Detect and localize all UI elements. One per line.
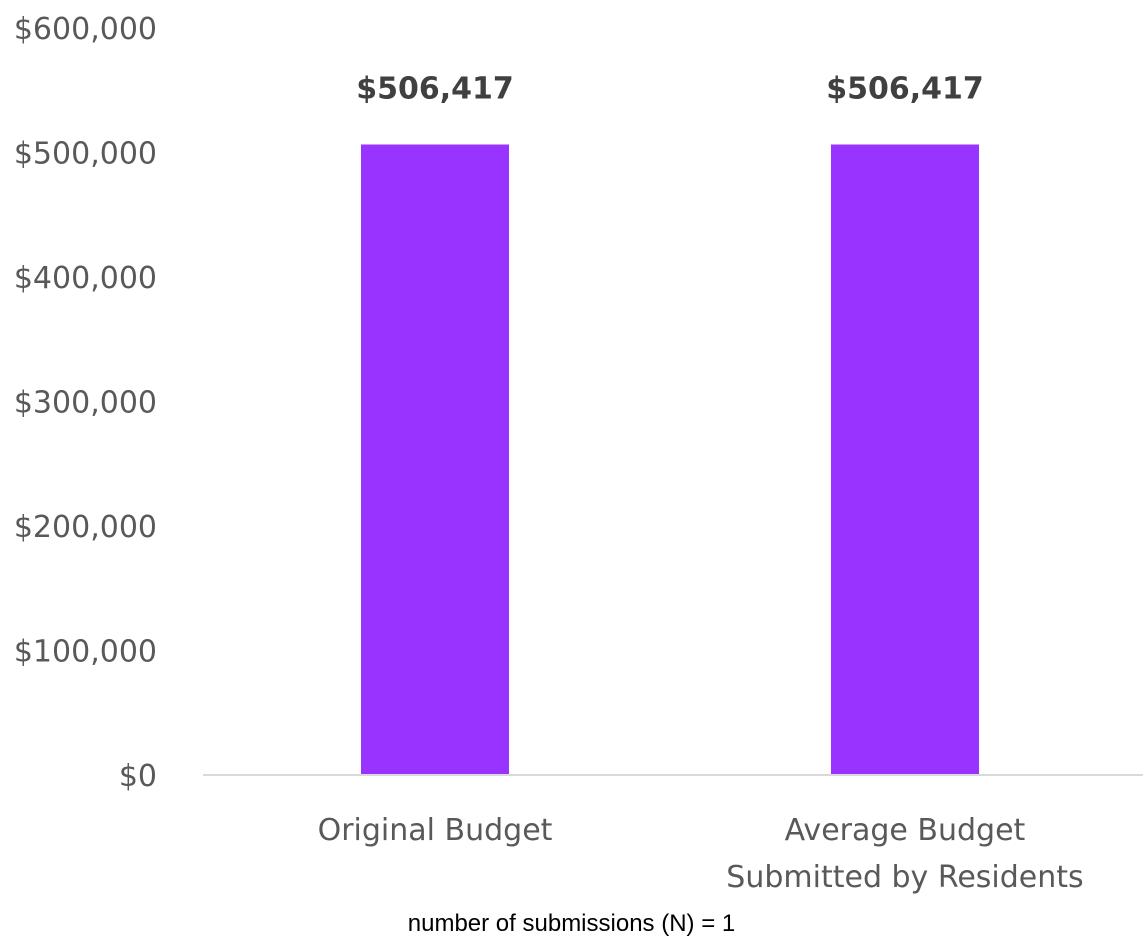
x-category-label: Original Budget (318, 813, 553, 848)
y-tick-label: $300,000 (14, 386, 157, 421)
bar (361, 144, 509, 775)
y-tick-label: $0 (119, 759, 157, 794)
y-tick-label: $100,000 (14, 635, 157, 670)
data-label: $506,417 (356, 72, 514, 107)
x-category-label: Average Budget (785, 813, 1026, 848)
footnote: number of submissions (N) = 1 (407, 910, 736, 937)
y-tick-label: $200,000 (14, 510, 157, 545)
y-tick-label: $400,000 (14, 261, 157, 296)
y-tick-label: $600,000 (14, 12, 157, 47)
y-tick-label: $500,000 (14, 137, 157, 172)
data-label: $506,417 (826, 72, 984, 107)
x-category-label: Submitted by Residents (726, 860, 1083, 895)
bar (831, 144, 979, 775)
